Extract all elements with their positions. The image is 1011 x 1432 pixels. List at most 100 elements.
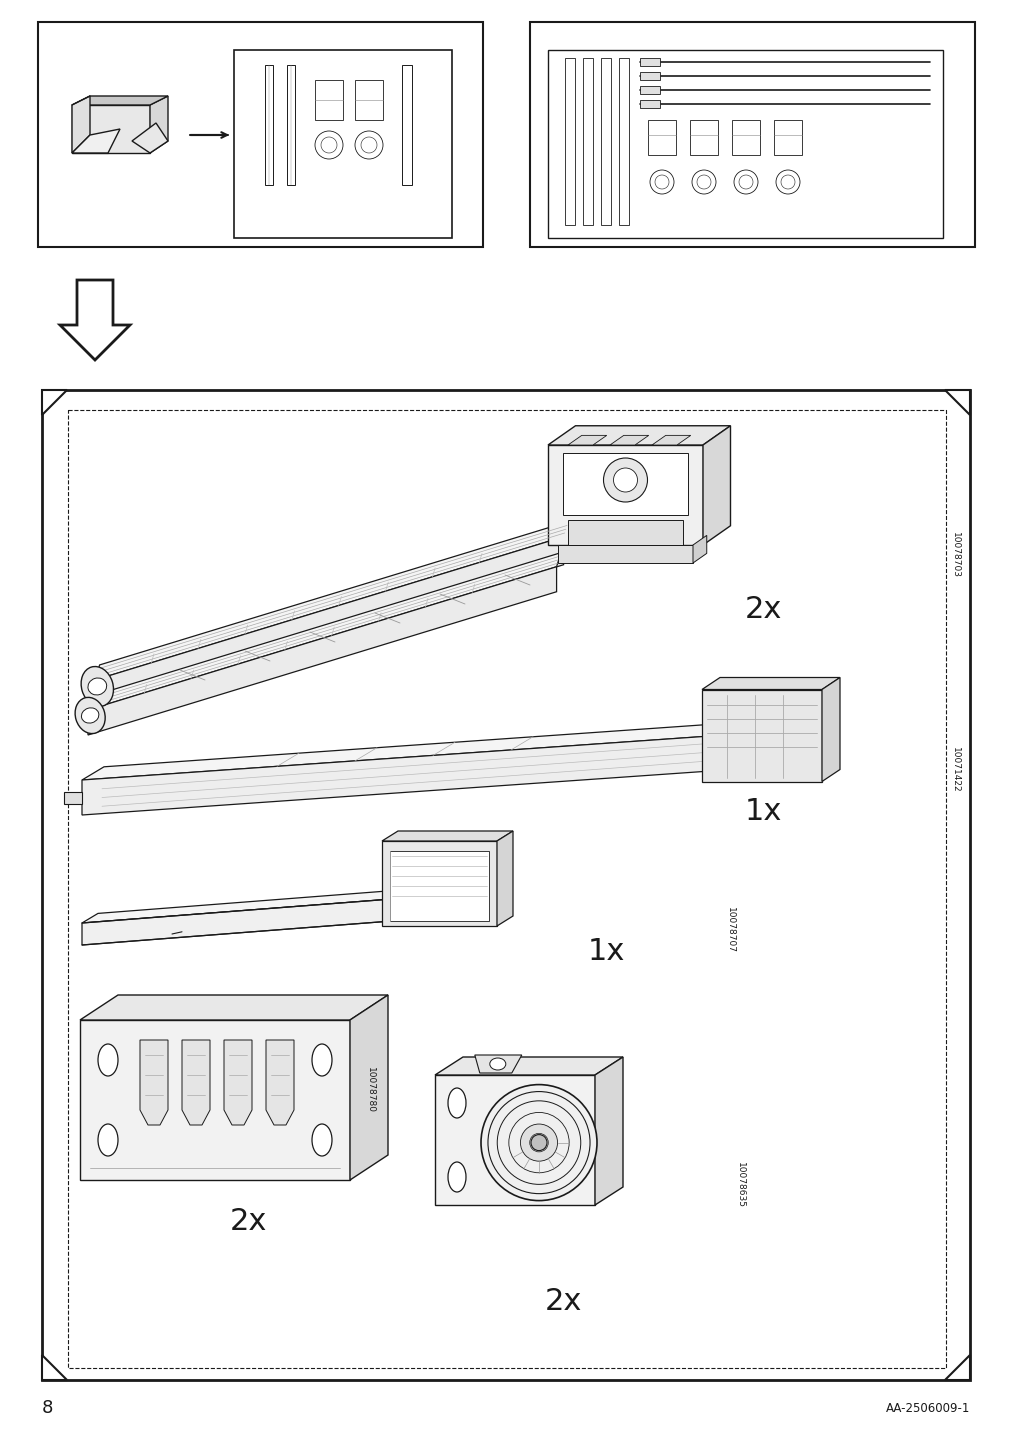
Polygon shape [381, 831, 513, 841]
Polygon shape [690, 120, 717, 155]
Polygon shape [42, 390, 67, 415]
Polygon shape [548, 445, 703, 546]
Polygon shape [88, 567, 556, 735]
Polygon shape [381, 841, 496, 927]
Polygon shape [95, 521, 567, 680]
Circle shape [531, 1134, 547, 1150]
Ellipse shape [81, 707, 99, 723]
Polygon shape [639, 59, 659, 66]
Polygon shape [731, 120, 759, 155]
Polygon shape [651, 435, 691, 445]
Polygon shape [401, 64, 411, 185]
Ellipse shape [311, 1044, 332, 1075]
Text: 10071422: 10071422 [949, 748, 958, 793]
Ellipse shape [98, 1124, 118, 1156]
Text: 10078635: 10078635 [735, 1161, 744, 1209]
Circle shape [355, 130, 382, 159]
Polygon shape [355, 80, 382, 120]
Polygon shape [287, 64, 295, 185]
Circle shape [733, 170, 757, 193]
Polygon shape [821, 677, 839, 782]
Polygon shape [314, 80, 343, 120]
Polygon shape [82, 735, 731, 815]
Polygon shape [693, 536, 706, 563]
Polygon shape [702, 689, 821, 782]
Polygon shape [64, 792, 82, 803]
Polygon shape [150, 96, 168, 153]
Text: AA-2506009-1: AA-2506009-1 [885, 1402, 969, 1415]
Ellipse shape [311, 1124, 332, 1156]
Polygon shape [42, 1355, 67, 1380]
Circle shape [613, 468, 637, 493]
Text: 10078707: 10078707 [725, 906, 734, 954]
Text: 10078780: 10078780 [365, 1067, 374, 1113]
Circle shape [692, 170, 716, 193]
Polygon shape [131, 123, 168, 153]
Polygon shape [82, 889, 407, 924]
Polygon shape [350, 995, 387, 1180]
Text: 8: 8 [42, 1399, 54, 1418]
Polygon shape [703, 425, 730, 546]
Polygon shape [435, 1075, 594, 1204]
Ellipse shape [81, 666, 113, 706]
Text: 1x: 1x [587, 937, 625, 967]
Text: 2x: 2x [229, 1207, 267, 1236]
Polygon shape [702, 677, 839, 689]
Polygon shape [182, 1040, 210, 1126]
Polygon shape [72, 96, 90, 153]
Polygon shape [557, 546, 693, 563]
Polygon shape [435, 1057, 623, 1075]
Polygon shape [80, 1020, 350, 1180]
Text: 10078703: 10078703 [949, 533, 958, 579]
Polygon shape [389, 851, 488, 921]
Polygon shape [72, 96, 168, 105]
Ellipse shape [448, 1088, 465, 1118]
Polygon shape [582, 59, 592, 225]
Circle shape [529, 1133, 548, 1151]
Polygon shape [594, 1057, 623, 1204]
Bar [68, 410, 945, 1368]
Polygon shape [639, 100, 659, 107]
Bar [42, 390, 969, 1380]
Bar [530, 21, 974, 246]
Polygon shape [88, 553, 560, 710]
Polygon shape [567, 520, 682, 546]
Polygon shape [562, 453, 687, 516]
Circle shape [480, 1084, 596, 1200]
Circle shape [520, 1124, 557, 1161]
Polygon shape [773, 120, 801, 155]
Polygon shape [60, 281, 129, 359]
Polygon shape [496, 831, 513, 927]
Text: 2x: 2x [545, 1287, 581, 1316]
Polygon shape [140, 1040, 168, 1126]
Polygon shape [564, 59, 574, 225]
Polygon shape [82, 722, 753, 780]
Polygon shape [80, 995, 387, 1020]
Polygon shape [619, 59, 629, 225]
Circle shape [649, 170, 673, 193]
Circle shape [603, 458, 647, 503]
Polygon shape [82, 899, 391, 945]
Bar [38, 21, 482, 246]
Polygon shape [647, 120, 675, 155]
Polygon shape [266, 1040, 294, 1126]
Polygon shape [548, 425, 730, 445]
Text: 2x: 2x [744, 596, 782, 624]
Polygon shape [72, 129, 120, 153]
Circle shape [775, 170, 800, 193]
Polygon shape [265, 64, 273, 185]
Polygon shape [610, 435, 648, 445]
Ellipse shape [98, 1044, 118, 1075]
Polygon shape [639, 86, 659, 95]
Bar [234, 50, 452, 238]
Polygon shape [223, 1040, 252, 1126]
Bar [548, 50, 942, 238]
Polygon shape [95, 537, 563, 707]
Ellipse shape [75, 697, 105, 733]
Polygon shape [567, 435, 607, 445]
Polygon shape [601, 59, 611, 225]
Ellipse shape [88, 677, 106, 695]
Ellipse shape [448, 1161, 465, 1191]
Polygon shape [474, 1055, 522, 1073]
Polygon shape [944, 390, 969, 415]
